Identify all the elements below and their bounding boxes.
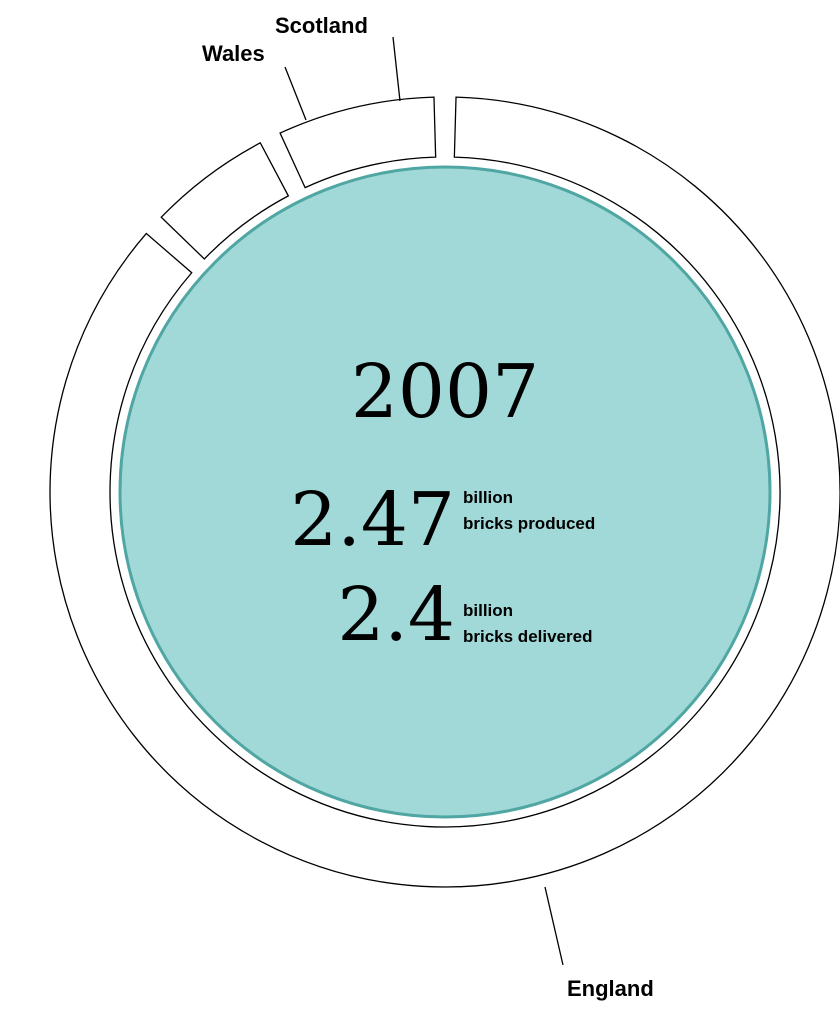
ring-segment-scotland (279, 96, 437, 189)
ring-segment-england (49, 96, 840, 888)
produced-unit-line1: billion (463, 488, 513, 507)
delivered-unit-line1: billion (463, 601, 513, 620)
label-scotland: Scotland (275, 13, 368, 38)
ring-segment-wales (160, 141, 290, 260)
leader-wales (284, 66, 307, 121)
delivered-value: 2.4 (337, 572, 455, 658)
year-label: 2007 (351, 349, 539, 435)
leader-lines (284, 36, 564, 966)
produced-unit-line2: bricks produced (463, 514, 595, 533)
leader-england (544, 886, 564, 966)
leader-scotland (392, 36, 401, 102)
produced-value: 2.47 (290, 477, 455, 563)
region-ring (49, 96, 840, 888)
label-england: England (567, 976, 654, 1001)
label-wales: Wales (202, 41, 265, 66)
delivered-unit-line2: bricks delivered (463, 627, 592, 646)
inner-disc (118, 165, 772, 819)
